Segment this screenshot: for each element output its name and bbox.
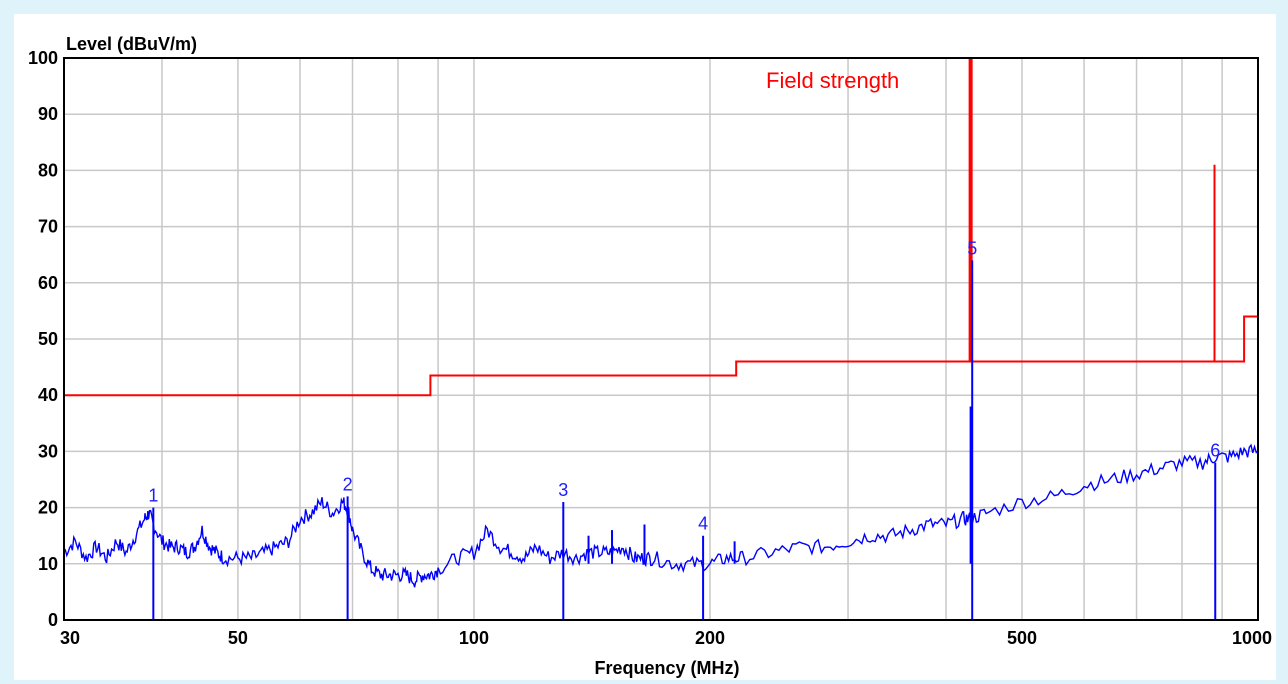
tick-labels: 0 10 20 30 40 50 60 70 80 90 100 30 50 100 200 500 1000 — [28, 48, 1272, 648]
plot-border — [63, 57, 1259, 621]
x-tick-label: 200 — [695, 628, 725, 648]
marker-group: 1 2 3 4 5 6 — [148, 238, 1220, 620]
marker-label: 2 — [343, 474, 353, 494]
y-axis-title: Level (dBuV/m) — [66, 34, 197, 54]
field-strength-annotation: Field strength — [766, 68, 899, 93]
y-tick-label: 70 — [38, 217, 58, 237]
x-tick-label: 500 — [1007, 628, 1037, 648]
y-tick-label: 40 — [38, 385, 58, 405]
x-axis-title: Frequency (MHz) — [594, 658, 739, 678]
y-tick-label: 100 — [28, 48, 58, 68]
marker-label: 6 — [1210, 441, 1220, 461]
y-tick-label: 80 — [38, 160, 58, 180]
y-tick-label: 10 — [38, 554, 58, 574]
x-tick-label: 1000 — [1232, 628, 1272, 648]
x-tick-label: 30 — [60, 628, 80, 648]
x-tick-label: 100 — [459, 628, 489, 648]
marker-label: 4 — [698, 514, 708, 534]
y-tick-label: 0 — [48, 610, 58, 630]
y-tick-label: 20 — [38, 498, 58, 518]
marker-label: 3 — [558, 480, 568, 500]
y-tick-label: 60 — [38, 273, 58, 293]
y-tick-label: 90 — [38, 104, 58, 124]
marker-label: 1 — [148, 486, 158, 506]
x-tick-label: 50 — [228, 628, 248, 648]
chart-frame: 0 10 20 30 40 50 60 70 80 90 100 30 50 100 200 500 1000 … — [14, 14, 1276, 680]
marker-label: 5 — [967, 238, 977, 258]
y-tick-label: 50 — [38, 329, 58, 349]
series-group — [63, 58, 1259, 588]
measurement-trace — [63, 443, 1259, 588]
grid — [63, 57, 1259, 621]
y-tick-label: 30 — [38, 441, 58, 461]
